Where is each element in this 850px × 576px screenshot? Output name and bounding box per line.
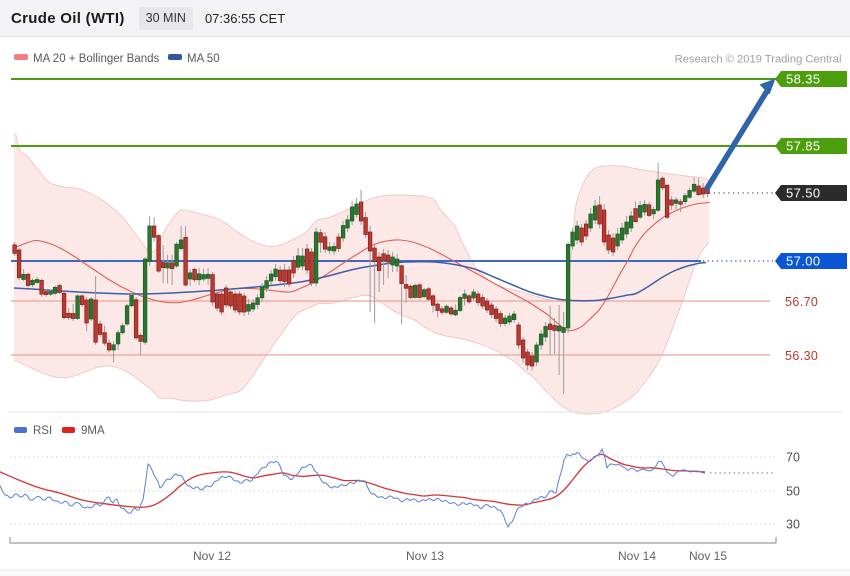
svg-text:57.00: 57.00 (786, 254, 821, 269)
svg-text:MA 20 + Bollinger Bands: MA 20 + Bollinger Bands (33, 53, 160, 65)
svg-text:Nov 15: Nov 15 (689, 549, 727, 563)
svg-text:RSI: RSI (33, 425, 52, 437)
svg-text:Research © 2019 Trading Centra: Research © 2019 Trading Central (675, 54, 842, 66)
svg-text:9MA: 9MA (81, 425, 105, 437)
svg-text:56.70: 56.70 (785, 295, 818, 309)
svg-text:MA 50: MA 50 (187, 53, 220, 65)
svg-text:30: 30 (786, 518, 800, 532)
svg-text:57.50: 57.50 (786, 186, 821, 201)
svg-text:56.30: 56.30 (785, 349, 818, 363)
svg-text:Nov 12: Nov 12 (193, 549, 231, 563)
svg-text:Nov 14: Nov 14 (618, 549, 656, 563)
svg-text:50: 50 (786, 485, 800, 499)
svg-text:70: 70 (786, 451, 800, 465)
svg-text:57.85: 57.85 (786, 139, 821, 154)
svg-text:58.35: 58.35 (786, 72, 821, 87)
svg-text:Nov 13: Nov 13 (406, 549, 444, 563)
